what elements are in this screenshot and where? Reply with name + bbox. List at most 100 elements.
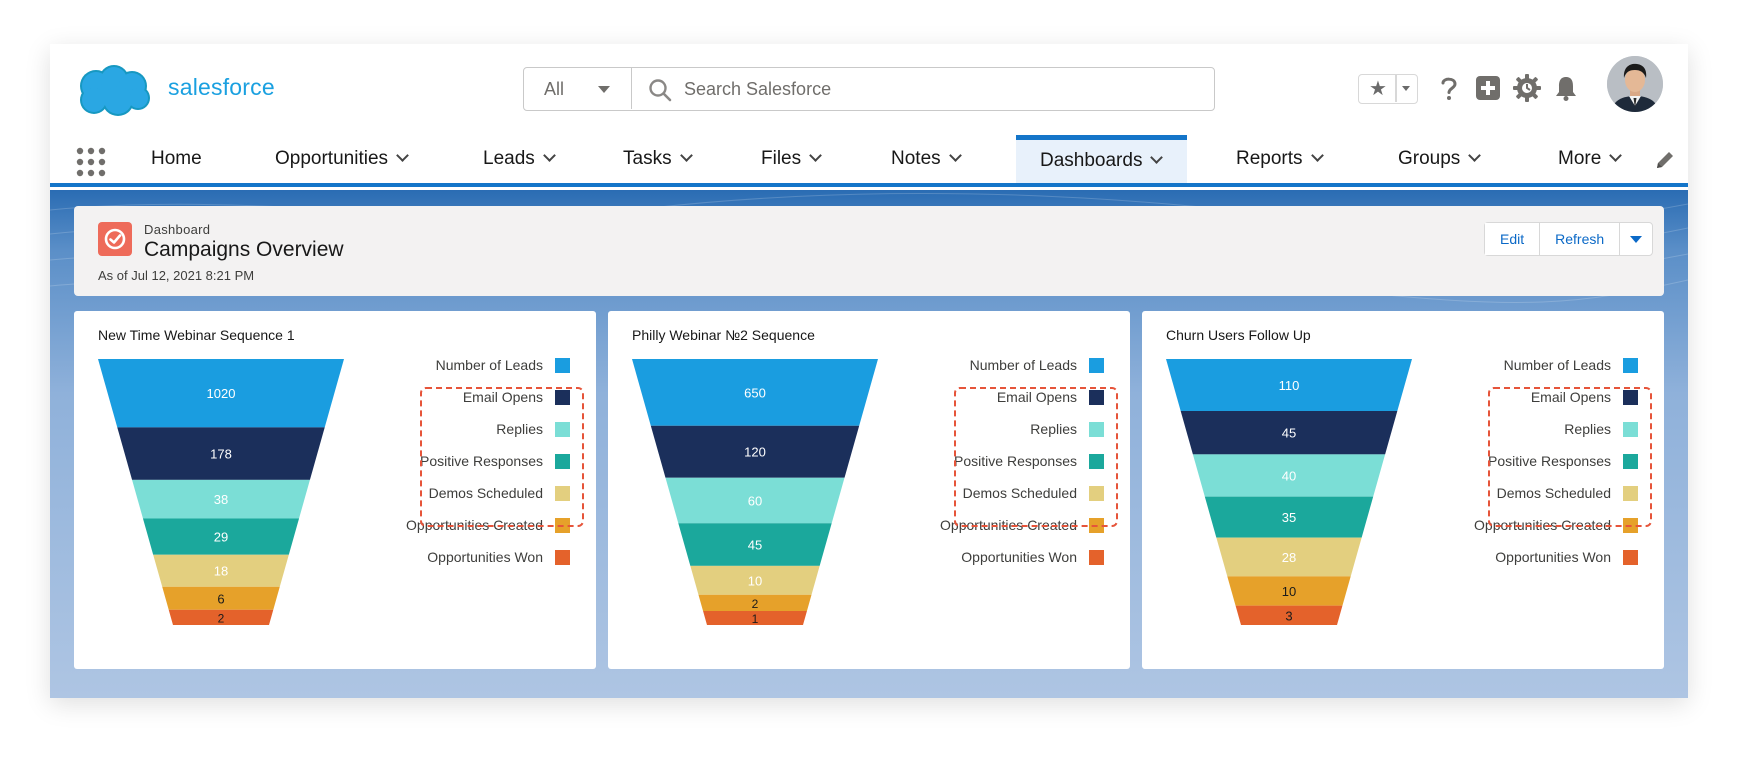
funnel-segment-value-label: 2 — [218, 611, 225, 625]
app-launcher-grid-icon[interactable] — [76, 147, 106, 177]
chevron-down-icon[interactable] — [679, 149, 693, 162]
funnel-segment-opportunities-created[interactable] — [162, 586, 280, 610]
legend-label: Replies — [496, 421, 543, 437]
dashboard-component-card[interactable]: Philly Webinar №2 Sequence 650 120 60 45 10 2… — [608, 311, 1130, 669]
nav-item-tasks[interactable]: Tasks — [623, 135, 693, 183]
funnel-segment-value-label: 40 — [1282, 469, 1296, 484]
chevron-down-icon[interactable] — [809, 149, 822, 162]
edit-nav-pencil-icon[interactable] — [1654, 149, 1676, 171]
legend-item[interactable]: Number of Leads — [970, 355, 1104, 375]
legend-item[interactable]: Demos Scheduled — [963, 483, 1104, 503]
funnel-segment-replies[interactable] — [665, 477, 845, 524]
legend-item[interactable]: Number of Leads — [1504, 355, 1638, 375]
legend-swatch — [1089, 549, 1104, 565]
legend-item[interactable]: Positive Responses — [1488, 451, 1638, 471]
chevron-down-icon[interactable] — [396, 149, 409, 162]
legend-item[interactable]: Replies — [1564, 419, 1638, 439]
funnel-segment-value-label: 18 — [214, 564, 228, 579]
favorites-menu-caret-icon[interactable] — [1402, 86, 1410, 91]
funnel-segment-email-opens[interactable] — [1180, 411, 1398, 455]
funnel-segment-opportunities-won[interactable] — [168, 609, 274, 625]
funnel-segment-value-label: 60 — [748, 494, 762, 509]
funnel-segment-positive-responses[interactable] — [678, 523, 832, 566]
funnel-segment-number-of-leads[interactable] — [1166, 359, 1412, 412]
funnel-segment-replies[interactable] — [132, 479, 310, 519]
legend-item[interactable]: Demos Scheduled — [429, 483, 570, 503]
dashboard-header: Dashboard Campaigns Overview As of Jul 1… — [74, 206, 1664, 296]
legend-swatch — [1089, 357, 1104, 373]
funnel-segment-opportunities-won[interactable] — [1235, 605, 1343, 625]
funnel-segment-email-opens[interactable] — [117, 427, 325, 480]
nav-item-notes[interactable]: Notes — [891, 135, 962, 183]
funnel-chart[interactable]: 650 120 60 45 10 21 — [632, 359, 878, 655]
funnel-segment-opportunities-created[interactable] — [698, 594, 812, 611]
legend-item[interactable]: Email Opens — [463, 387, 570, 407]
help-icon[interactable] — [1434, 73, 1464, 103]
add-icon[interactable] — [1473, 73, 1503, 103]
legend-swatch — [1623, 421, 1638, 437]
funnel-segment-number-of-leads[interactable] — [632, 359, 878, 426]
more-actions-button[interactable] — [1620, 223, 1653, 255]
funnel-segment-demos-scheduled[interactable] — [690, 565, 820, 595]
chevron-down-icon[interactable] — [542, 149, 556, 162]
legend-item[interactable]: Opportunities Won — [961, 547, 1104, 567]
legend-item[interactable]: Email Opens — [1531, 387, 1638, 407]
funnel-segment-replies[interactable] — [1192, 454, 1386, 497]
dashboard-type-label: Dashboard — [144, 222, 211, 237]
search-scope-select[interactable]: All — [524, 68, 632, 109]
funnel-segment-email-opens[interactable] — [650, 425, 860, 478]
funnel-segment-value-label: 110 — [1279, 378, 1300, 393]
funnel-segment-demos-scheduled[interactable] — [1216, 537, 1362, 577]
legend-swatch — [1089, 453, 1104, 469]
funnel-segment-positive-responses[interactable] — [142, 518, 300, 555]
user-avatar[interactable] — [1607, 56, 1663, 112]
nav-item-reports[interactable]: Reports — [1236, 135, 1324, 183]
nav-item-groups[interactable]: Groups — [1398, 135, 1482, 183]
legend-item[interactable]: Replies — [496, 419, 570, 439]
star-icon[interactable]: ★ — [1369, 78, 1387, 100]
chevron-down-icon[interactable] — [1310, 149, 1324, 162]
chevron-down-icon[interactable] — [1150, 151, 1164, 164]
chevron-down-icon[interactable] — [1468, 149, 1482, 162]
funnel-chart[interactable]: 1020 178 38 29 18 6 2 — [98, 359, 344, 655]
nav-item-leads[interactable]: Leads — [483, 135, 556, 183]
legend-item[interactable]: Positive Responses — [420, 451, 570, 471]
legend-item[interactable]: Demos Scheduled — [1497, 483, 1638, 503]
legend-item[interactable]: Email Opens — [997, 387, 1104, 407]
nav-item-dashboards[interactable]: Dashboards — [1016, 135, 1187, 183]
nav-item-more[interactable]: More — [1558, 135, 1623, 183]
legend-label: Positive Responses — [1488, 453, 1611, 469]
nav-item-label: Files — [761, 148, 802, 169]
funnel-segment-number-of-leads[interactable] — [98, 359, 344, 428]
nav-item-label: Home — [151, 148, 202, 169]
legend-item[interactable]: Opportunities Won — [1495, 547, 1638, 567]
funnel-segment-value-label: 650 — [744, 385, 766, 400]
legend-label: Replies — [1564, 421, 1611, 437]
legend-item[interactable]: Positive Responses — [954, 451, 1104, 471]
nav-item-opportunities[interactable]: Opportunities — [275, 135, 409, 183]
legend-item[interactable]: Replies — [1030, 419, 1104, 439]
salesforce-cloud-logo[interactable] — [74, 62, 154, 118]
chevron-down-icon[interactable] — [948, 149, 962, 162]
legend-item[interactable]: Number of Leads — [436, 355, 570, 375]
dashboard-component-card[interactable]: New Time Webinar Sequence 1 1020 178 38 29 1… — [74, 311, 596, 669]
nav-item-label: Reports — [1236, 148, 1303, 169]
legend-item[interactable]: Opportunities Won — [427, 547, 570, 567]
nav-item-files[interactable]: Files — [761, 135, 822, 183]
notifications-bell-icon[interactable] — [1551, 73, 1581, 103]
chevron-down-icon[interactable] — [1609, 149, 1623, 162]
funnel-segment-demos-scheduled[interactable] — [153, 554, 289, 587]
funnel-segment-opportunities-won[interactable] — [703, 611, 807, 625]
funnel-segment-opportunities-created[interactable] — [1227, 576, 1351, 606]
search-input[interactable] — [684, 74, 1194, 104]
funnel-chart[interactable]: 110 45 40 35 28 10 3 — [1166, 359, 1412, 655]
highlight-annotation — [1488, 387, 1652, 527]
edit-button[interactable]: Edit — [1485, 223, 1541, 255]
funnel-segment-positive-responses[interactable] — [1204, 496, 1374, 538]
nav-item-label: Notes — [891, 148, 941, 169]
dashboard-component-card[interactable]: Churn Users Follow Up 110 45 40 35 28 10 3 Num… — [1142, 311, 1664, 669]
nav-item-home[interactable]: Home — [151, 135, 202, 183]
legend-label: Email Opens — [1530, 389, 1611, 405]
setup-gear-icon[interactable] — [1512, 73, 1542, 103]
refresh-button[interactable]: Refresh — [1540, 223, 1621, 255]
